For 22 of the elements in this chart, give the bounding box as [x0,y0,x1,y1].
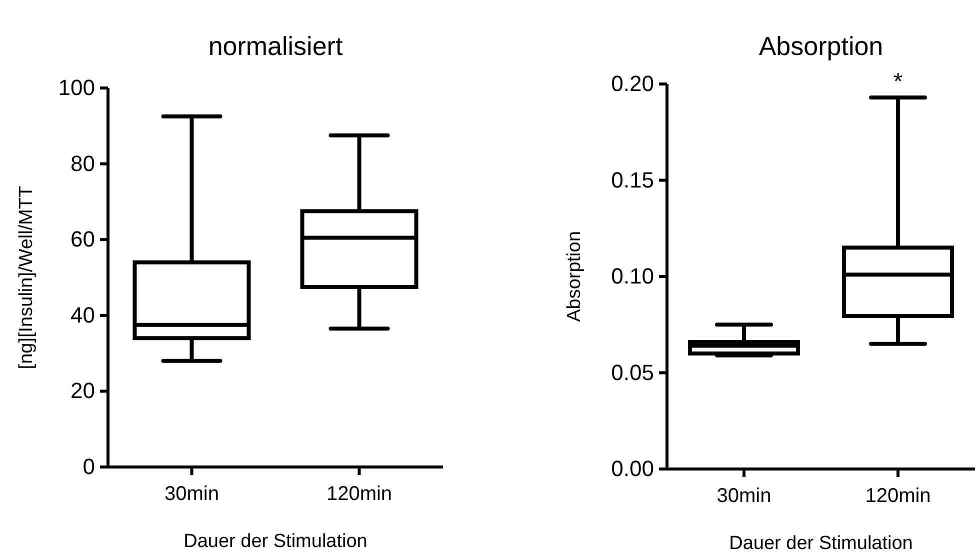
chart-title: Absorption [758,31,884,61]
y-axis-title: [ng][Insulin]/Well/MTT [16,185,37,370]
x-axis-title: Dauer der Stimulation [184,531,368,552]
annotation: * [893,68,903,96]
y-tick-label: 0.20 [611,71,654,96]
y-tick-label: 20 [70,378,95,404]
y-tick-label: 0.00 [611,456,654,482]
y-tick-label: 0.15 [611,167,654,192]
y-tick-label: 0.05 [611,360,654,385]
x-tick-label: 120min [326,483,392,505]
x-tick-label: 30min [716,485,772,507]
y-tick-label: 0.10 [611,264,654,289]
chart-title: normalisiert [208,31,344,61]
y-tick-label: 80 [70,150,95,176]
x-axis-title: Dauer der Stimulation [729,533,913,554]
y-tick-label: 100 [58,75,95,100]
x-tick-label: 30min [164,483,219,505]
y-tick-label: 40 [70,302,95,328]
y-tick-label: 0 [82,454,95,480]
y-tick-label: 60 [70,226,95,252]
x-tick-label: 120min [865,485,931,507]
y-axis-title: Absorption [564,231,585,322]
